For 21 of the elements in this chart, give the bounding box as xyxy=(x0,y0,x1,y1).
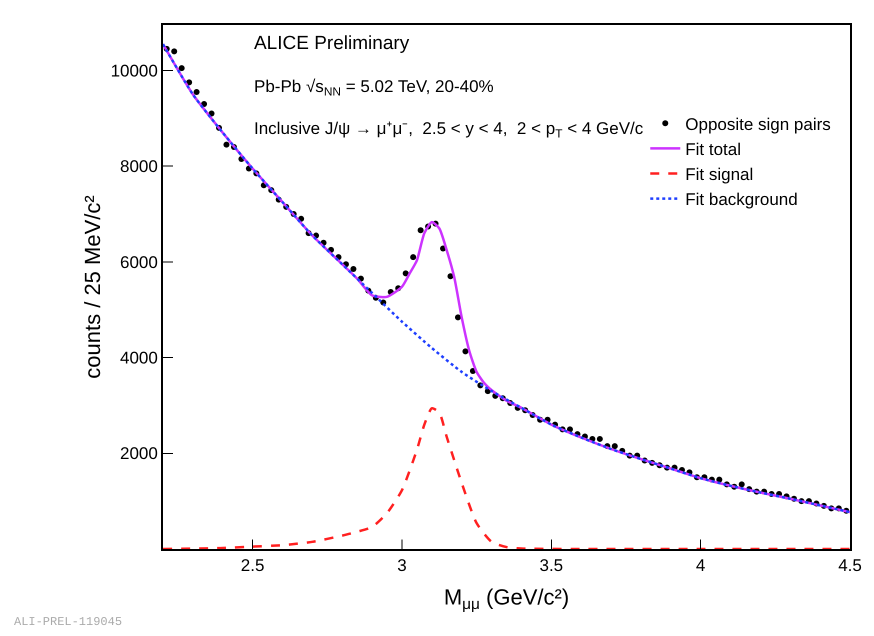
x-axis-title: M$_{μμ}$ (GeV/c²) xyxy=(444,584,570,614)
annotation: Pb-Pb √s$_{NN}$ = 5.02 TeV, 20-40% xyxy=(254,77,494,99)
y-tick-label: 10000 xyxy=(110,61,158,80)
line-series xyxy=(163,407,850,549)
y-tick-label: 6000 xyxy=(120,252,158,272)
y-axis-title: counts / 25 MeV/c² xyxy=(80,195,105,379)
x-tick-label: 4.5 xyxy=(838,556,862,576)
x-tick-label: 2.5 xyxy=(240,556,264,576)
legend-label: Opposite sign pairs xyxy=(685,114,831,134)
y-tick-label: 8000 xyxy=(120,157,158,176)
annotation: ALICE Preliminary xyxy=(254,33,410,54)
x-tick-label: 3 xyxy=(397,556,407,576)
legend-label: Fit total xyxy=(685,140,742,160)
annotation: Inclusive J/ψ → μ⁺μ⁻, 2.5 < y < 4, 2 < p$_{T}$ < 4 GeV/c xyxy=(254,119,644,141)
y-tick-label: 4000 xyxy=(120,348,158,368)
x-tick-label: 4 xyxy=(696,556,706,576)
text: ALI-PREL-119045 xyxy=(14,615,122,629)
legend-label: Fit signal xyxy=(685,165,754,184)
legend-label: Fit background xyxy=(685,190,798,210)
x-tick-label: 3.5 xyxy=(539,556,564,576)
y-tick-label: 2000 xyxy=(120,444,158,464)
